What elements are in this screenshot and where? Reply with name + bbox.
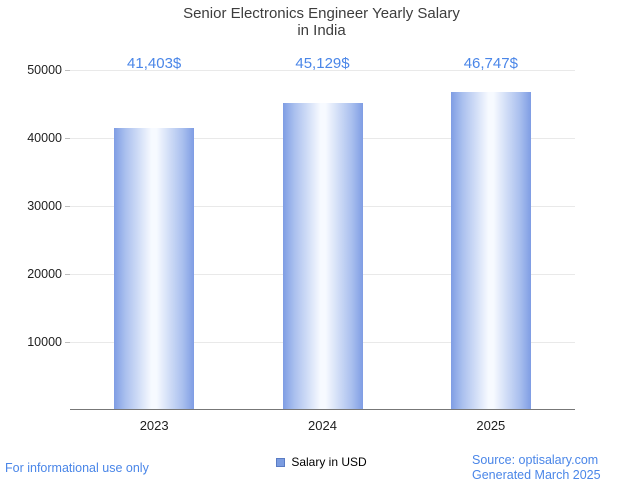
x-axis-line [70,409,575,410]
ytick-mark-30000 [65,206,70,207]
ytick-mark-20000 [65,274,70,275]
value-label-2025: 46,747$ [463,55,518,72]
source-text: Source: optisalary.com [472,453,599,467]
chart-subtitle: in India [297,22,346,39]
xtick-label-2025: 2025 [476,418,506,433]
value-label-2024: 45,129$ [295,55,350,72]
legend: Salary in USD [0,455,643,469]
ytick-label-50000: 50000 [27,63,62,77]
chart-title-block: Senior Electronics Engineer Yearly Salar… [0,5,643,39]
source-block: Source: optisalary.com Generated March 2… [472,453,601,483]
gridline-50000 [70,70,575,71]
ytick-label-40000: 40000 [27,131,62,145]
ytick-label-20000: 20000 [27,267,62,281]
ytick-label-30000: 30000 [27,199,62,213]
bar-2023 [114,128,195,410]
ytick-mark-40000 [65,138,70,139]
legend-marker-icon [276,457,286,467]
ytick-mark-10000 [65,342,70,343]
bar-2024 [282,103,363,410]
chart-title: Senior Electronics Engineer Yearly Salar… [183,5,460,22]
ytick-label-10000: 10000 [27,335,62,349]
bar-2025 [450,92,531,410]
value-label-2023: 41,403$ [127,55,182,72]
xtick-label-2023: 2023 [139,418,169,433]
generated-text: Generated March 2025 [472,468,601,482]
disclaimer-text: For informational use only [5,461,149,475]
plot-area: 10000 20000 30000 40000 50000 41,403$ 2023 45,1… [27,55,575,433]
ytick-mark-50000 [65,70,70,71]
xtick-label-2024: 2024 [308,418,337,433]
legend-label: Salary in USD [291,455,367,469]
